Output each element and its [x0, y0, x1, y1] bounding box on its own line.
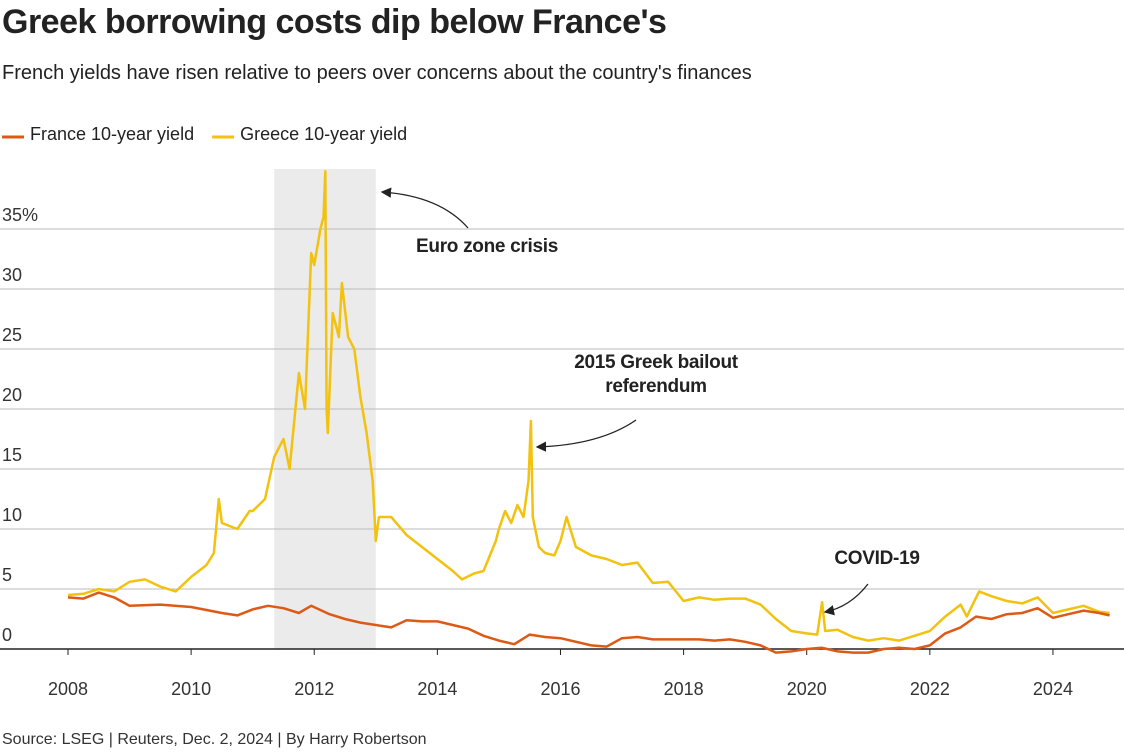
x-tick-label: 2020 — [787, 679, 827, 699]
annotation-arrow — [823, 583, 869, 616]
legend-label: France 10-year yield — [30, 124, 194, 144]
x-tick-label: 2016 — [540, 679, 580, 699]
chart-title: Greek borrowing costs dip below France's — [2, 3, 666, 41]
x-tick-label: 2024 — [1033, 679, 1073, 699]
y-tick-label: 0 — [2, 625, 12, 645]
source: Source: LSEG | Reuters, Dec. 2, 2024 | B… — [2, 731, 427, 748]
annotation: referendum — [605, 376, 707, 397]
y-tick-label: 20 — [2, 385, 22, 405]
x-tick-label: 2014 — [417, 679, 457, 699]
y-tick-label: 25 — [2, 325, 22, 345]
x-tick-label: 2012 — [294, 679, 334, 699]
chart-subtitle: French yields have risen relative to pee… — [2, 62, 752, 84]
y-tick-label: 35% — [2, 205, 38, 225]
annotation: COVID-19 — [834, 548, 919, 569]
legend-label: Greece 10-year yield — [240, 124, 407, 144]
x-tick-label: 2018 — [664, 679, 704, 699]
annotation-arrow — [535, 419, 637, 452]
x-tick-label: 2008 — [48, 679, 88, 699]
annotation-arrow — [380, 187, 469, 229]
y-tick-label: 10 — [2, 505, 22, 525]
annotation: 2015 Greek bailout — [574, 352, 739, 373]
annotation: Euro zone crisis — [416, 236, 558, 257]
y-tick-label: 30 — [2, 265, 22, 285]
series-line — [67, 591, 1110, 654]
series-line — [67, 170, 1110, 642]
x-tick-label: 2022 — [910, 679, 950, 699]
x-tick-label: 2010 — [171, 679, 211, 699]
y-tick-label: 15 — [2, 445, 22, 465]
y-tick-label: 5 — [2, 565, 12, 585]
